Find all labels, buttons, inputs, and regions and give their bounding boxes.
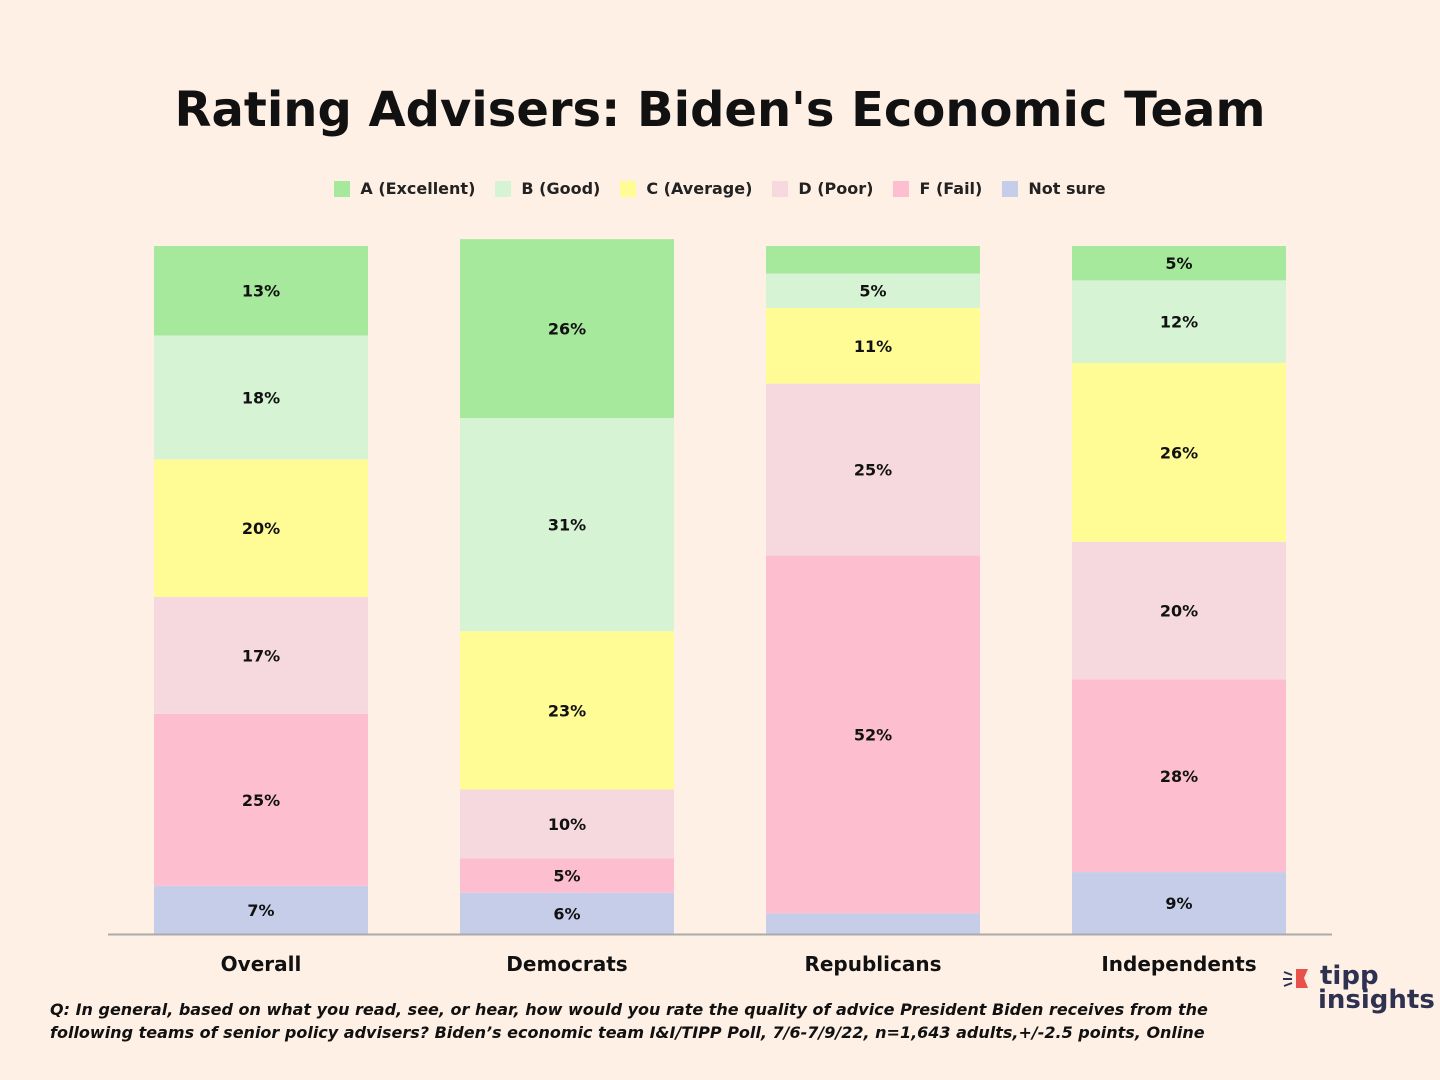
legend: A (Excellent) B (Good) C (Average) D (Poor)… [0,179,1440,198]
bar-segment [154,596,368,714]
bar-segment [460,239,674,418]
legend-label: A (Excellent) [360,179,476,198]
legend-item: A (Excellent) [334,179,475,198]
bar-segment [154,246,368,336]
legend-swatch [620,180,637,197]
legend-item: F (Fail) [893,179,982,198]
legend-label: Not sure [1028,179,1106,198]
x-tick-label: Overall [221,952,302,976]
legend-swatch [893,180,910,197]
legend-item: C (Average) [620,179,752,198]
bar-segment [460,631,674,790]
bar-segment [1072,679,1286,873]
data-label: 20% [1160,602,1198,621]
bar-segment [460,418,674,632]
legend-item: D (Poor) [772,179,873,198]
data-label: 11% [854,337,892,356]
data-label: 7% [247,901,274,920]
data-label: 25% [242,791,280,810]
footnote: Q: In general, based on what you read, s… [50,998,1208,1044]
x-tick-label: Independents [1101,952,1256,976]
footnote-line-2: following teams of senior policy adviser… [50,1023,1205,1042]
bar-segment [154,459,368,597]
data-label: 6% [553,904,580,923]
bar-segment [766,246,980,274]
legend-swatch [334,180,351,197]
bar-segment [766,307,980,384]
data-label: 23% [548,701,586,720]
bar-segment [766,913,980,934]
data-label: 28% [1160,767,1198,786]
legend-item: Not sure [1002,179,1106,198]
data-label: 25% [854,461,892,480]
data-label: 18% [242,388,280,407]
legend-label: F (Fail) [919,179,983,198]
bar-segment [1072,872,1286,934]
bar-segment [766,383,980,556]
legend-item: B (Good) [495,179,600,198]
chart-title: Rating Advisers: Biden's Economic Team [174,82,1266,138]
legend-label: B (Good) [521,179,601,198]
logo-icon [1283,969,1308,988]
bar-segment [1072,246,1286,281]
legend-swatch [495,180,512,197]
data-label: 9% [1165,894,1192,913]
bar-segment [460,858,674,893]
data-label: 31% [548,516,586,535]
data-label: 5% [859,282,886,301]
bar-segment [460,892,674,934]
legend-label: C (Average) [646,179,753,198]
data-label: 20% [242,519,280,538]
x-tick-label: Democrats [506,952,627,976]
tipp-insights-logo: tipp insights [1282,961,1435,1016]
footnote-line-1: Q: In general, based on what you read, s… [50,1000,1208,1019]
bar-segment [154,885,368,934]
bar-segment [154,713,368,886]
bar-segment [766,555,980,914]
bar-segment [766,273,980,308]
legend-label: D (Poor) [798,179,874,198]
data-label: 26% [548,320,586,339]
data-label: 10% [548,815,586,834]
bar-segment [154,335,368,460]
x-tick-label: Republicans [804,952,941,976]
data-label: 52% [854,725,892,744]
bar-segment [1072,362,1286,542]
legend-swatch [1002,180,1019,197]
bar-segment [1072,280,1286,363]
bar-segment [460,789,674,859]
data-label: 5% [1165,254,1192,273]
data-label: 17% [242,646,280,665]
data-label: 12% [1160,313,1198,332]
data-label: 5% [553,867,580,886]
bar-segment [1072,541,1286,680]
data-label: 13% [242,282,280,301]
logo-text: insights [1318,985,1435,1015]
legend-swatch [772,180,789,197]
logo-text: tipp [1320,961,1379,991]
data-label: 26% [1160,443,1198,462]
